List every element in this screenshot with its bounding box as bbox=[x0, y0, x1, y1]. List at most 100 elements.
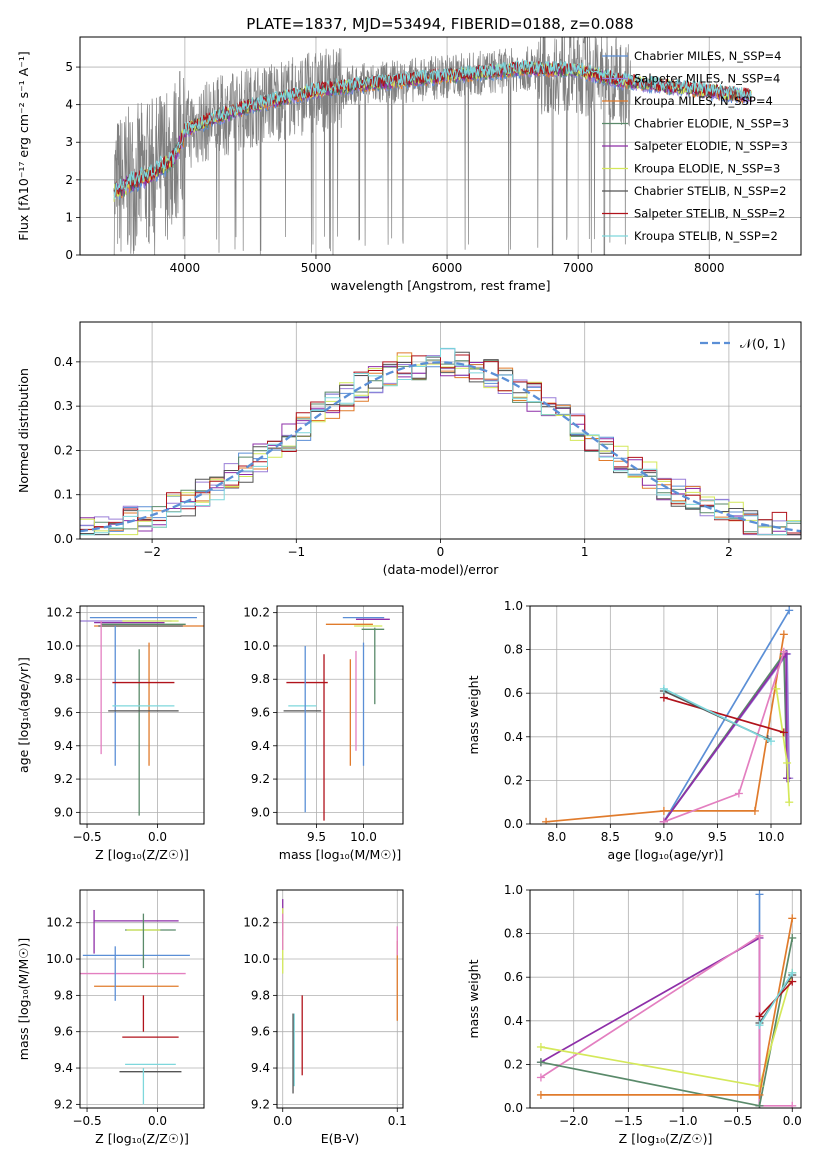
age_vs_Z-ytick-label: 9.4 bbox=[54, 739, 73, 753]
mass_vs_Z-ytick-label: 10.2 bbox=[46, 916, 73, 930]
residuals-xtick-label: −2 bbox=[143, 545, 161, 559]
residuals-ytick-label: 0.1 bbox=[54, 488, 73, 502]
age_vs_Z-plot-area bbox=[80, 616, 204, 816]
residuals-xlabel: (data-model)/error bbox=[383, 562, 500, 577]
mass_vs_Z-ytick-label: 9.8 bbox=[54, 988, 73, 1002]
age_vs_mass-ytick-label: 9.4 bbox=[251, 739, 270, 753]
massweight_vs_age-xlabel: age [log₁₀(age/yr)] bbox=[608, 847, 724, 862]
mass_vs_Z-xtick-label: 0.0 bbox=[148, 1114, 167, 1128]
spectrum-legend-label: Kroupa ELODIE, N_SSP=3 bbox=[634, 162, 780, 176]
mass_vs_Z-plot-area bbox=[80, 909, 190, 1105]
massweight_vs_Z-frame bbox=[529, 889, 802, 1109]
gaussian-curve bbox=[80, 361, 801, 533]
massweight_vs_age-marker bbox=[779, 647, 788, 656]
figure-title: PLATE=1837, MJD=53494, FIBERID=0188, z=0… bbox=[246, 15, 633, 33]
spectrum-xtick-label: 8000 bbox=[694, 261, 725, 275]
massweight_vs_Z-marker bbox=[755, 1090, 764, 1099]
age_vs_mass-frame bbox=[276, 605, 404, 825]
massweight_vs_age-xtick-label: 9.0 bbox=[654, 830, 673, 844]
massweight_vs_age-marker bbox=[659, 684, 668, 693]
residuals-ytick-label: 0.4 bbox=[54, 355, 73, 369]
spectrum-frame bbox=[79, 36, 802, 256]
spectrum-legend-label: Chabrier MILES, N_SSP=4 bbox=[634, 49, 781, 63]
massweight_vs_Z-marker bbox=[536, 1073, 545, 1082]
mass_vs_Z-xtick-label: −0.5 bbox=[72, 1114, 101, 1128]
mass_vs_Z-ylabel: mass [log₁₀(M/M☉)] bbox=[16, 938, 31, 1060]
spectrum-xtick-label: 7000 bbox=[563, 261, 594, 275]
massweight_vs_age-ytick-label: 0.8 bbox=[504, 643, 523, 657]
spectrum-legend-label: Salpeter STELIB, N_SSP=2 bbox=[634, 207, 785, 221]
residuals-xtick-label: 1 bbox=[581, 545, 589, 559]
massweight_vs_age-ylabel: mass weight bbox=[466, 675, 481, 754]
massweight_vs_age-marker bbox=[767, 737, 776, 746]
age_vs_Z-ytick-label: 10.2 bbox=[46, 606, 73, 620]
mass_vs_Z-grid bbox=[80, 890, 204, 1108]
mass_vs_ebv-ytick-label: 9.4 bbox=[251, 1061, 270, 1075]
massweight_vs_age-marker bbox=[783, 758, 792, 767]
massweight_vs_age-ytick-label: 0.2 bbox=[504, 773, 523, 787]
spectrum-legend-label: Chabrier STELIB, N_SSP=2 bbox=[634, 184, 786, 198]
age_vs_Z-ylabel: age [log₁₀(age/yr)] bbox=[16, 657, 31, 773]
age_vs_Z-ytick-label: 10.0 bbox=[46, 639, 73, 653]
massweight_vs_age-series-line bbox=[663, 696, 785, 734]
massweight_vs_Z-ytick-label: 0.6 bbox=[504, 970, 523, 984]
massweight_vs_age-series-line bbox=[546, 634, 785, 823]
residuals-panel: −2 −1 0 1 2 0.0 0.1 0.2 0.3 0.4 (data-model)/error… bbox=[16, 321, 802, 577]
massweight_vs_Z-marker bbox=[788, 914, 797, 923]
massweight_vs_Z-marker bbox=[536, 1042, 545, 1051]
age-vs-metallicity-panel: −0.5 0.0 9.0 9.2 9.4 9.6 9.8 10.0 10.2 Z [log₁₀(Z… bbox=[16, 605, 205, 862]
massweight_vs_age-xtick-label: 8.0 bbox=[547, 830, 566, 844]
spectrum-ytick-label: 3 bbox=[65, 135, 73, 149]
age_vs_mass-plot-area bbox=[283, 616, 390, 821]
massweight_vs_age-xtick-label: 9.5 bbox=[708, 830, 727, 844]
age_vs_mass-xlabel: mass [log₁₀(M/M☉)] bbox=[279, 847, 401, 862]
age-vs-mass-panel: 9.5 10.0 9.0 9.2 9.4 9.6 9.8 10.0 10.2 mass [log₁… bbox=[243, 605, 404, 862]
massweight_vs_age-marker bbox=[659, 817, 668, 824]
massweight_vs_Z-marker bbox=[755, 1082, 764, 1091]
spectrum-xtick-label: 4000 bbox=[170, 261, 201, 275]
age_vs_mass-ytick-label: 9.2 bbox=[251, 772, 270, 786]
spectrum-legend: Chabrier MILES, N_SSP=4 Salpeter MILES, N… bbox=[602, 49, 789, 243]
spectrum-legend-label: Kroupa MILES, N_SSP=4 bbox=[634, 94, 773, 108]
mass_vs_ebv-plot-area bbox=[282, 899, 398, 1094]
residuals-xtick-label: 0 bbox=[437, 545, 445, 559]
massweight_vs_age-grid bbox=[530, 605, 801, 825]
massweight_vs_Z-marker bbox=[536, 1058, 545, 1067]
massweight_vs_age-ytick-label: 0.6 bbox=[504, 686, 523, 700]
age_vs_Z-xlabel: Z [log₁₀(Z/Z☉)] bbox=[95, 847, 189, 862]
massweight_vs_Z-ytick-label: 0.4 bbox=[504, 1014, 523, 1028]
residual-legend-label: 𝒩(0, 1) bbox=[740, 336, 786, 351]
massweight_vs_Z-ylabel: mass weight bbox=[466, 959, 481, 1038]
mass_vs_ebv-xlabel: E(B-V) bbox=[321, 1131, 360, 1146]
massweight_vs_age-marker bbox=[750, 806, 759, 815]
residuals-ytick-label: 0.0 bbox=[54, 532, 73, 546]
massweight_vs_age-series-line bbox=[663, 688, 772, 742]
age_vs_Z-xtick-label: −0.5 bbox=[72, 830, 101, 844]
spectrum-legend-label: Salpeter MILES, N_SSP=4 bbox=[634, 72, 780, 86]
mass_vs_ebv-grid bbox=[277, 890, 403, 1108]
massweight_vs_Z-ytick-label: 0.2 bbox=[504, 1057, 523, 1071]
mass-vs-ebv-panel: 0.0 0.1 9.2 9.4 9.6 9.8 10.0 10.2 E(B-V) bbox=[243, 889, 407, 1146]
age_vs_Z-grid bbox=[80, 606, 204, 824]
age_vs_Z-xtick-label: 0.0 bbox=[148, 830, 167, 844]
age_vs_mass-grid bbox=[277, 606, 403, 824]
mass_vs_ebv-xtick-label: 0.0 bbox=[273, 1114, 292, 1128]
spectrum-ytick-label: 0 bbox=[65, 248, 73, 262]
mass_vs_Z-ytick-label: 9.2 bbox=[54, 1097, 73, 1111]
massweight_vs_age-marker bbox=[542, 817, 551, 824]
massweight_vs_age-marker bbox=[785, 798, 794, 807]
mass_vs_ebv-ytick-label: 9.8 bbox=[251, 988, 270, 1002]
massweight_vs_age-xtick-label: 8.5 bbox=[601, 830, 620, 844]
spectrum-xtick-label: 5000 bbox=[301, 261, 332, 275]
age_vs_mass-ytick-label: 9.8 bbox=[251, 672, 270, 686]
spectrum-model-line bbox=[113, 59, 752, 199]
age_vs_Z-ytick-label: 9.0 bbox=[54, 805, 73, 819]
massweight_vs_Z-marker bbox=[536, 1090, 545, 1099]
mass_vs_Z-ytick-label: 9.6 bbox=[54, 1025, 73, 1039]
mass_vs_ebv-ytick-label: 10.2 bbox=[243, 916, 270, 930]
residuals-ytick-label: 0.3 bbox=[54, 399, 73, 413]
massweight-vs-metallicity-panel: −2.0 −1.5 −1.0 −0.5 0.0 0.0 0.2 0.4 0.6 0.8 1.0 Z [… bbox=[466, 883, 802, 1146]
spectrum-plot-area bbox=[113, 37, 752, 255]
spectrum-panel: 4000 5000 6000 7000 8000 0 1 2 3 4 5 wavelength [An… bbox=[16, 36, 802, 293]
